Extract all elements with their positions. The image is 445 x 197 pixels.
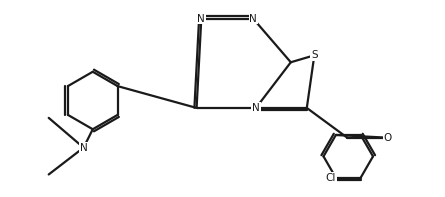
- Text: S: S: [311, 50, 318, 60]
- Text: N: N: [249, 14, 257, 24]
- Text: N: N: [80, 143, 87, 153]
- Text: N: N: [198, 14, 205, 24]
- Text: Cl: Cl: [325, 173, 336, 183]
- Text: N: N: [252, 103, 260, 113]
- Text: O: O: [384, 133, 392, 143]
